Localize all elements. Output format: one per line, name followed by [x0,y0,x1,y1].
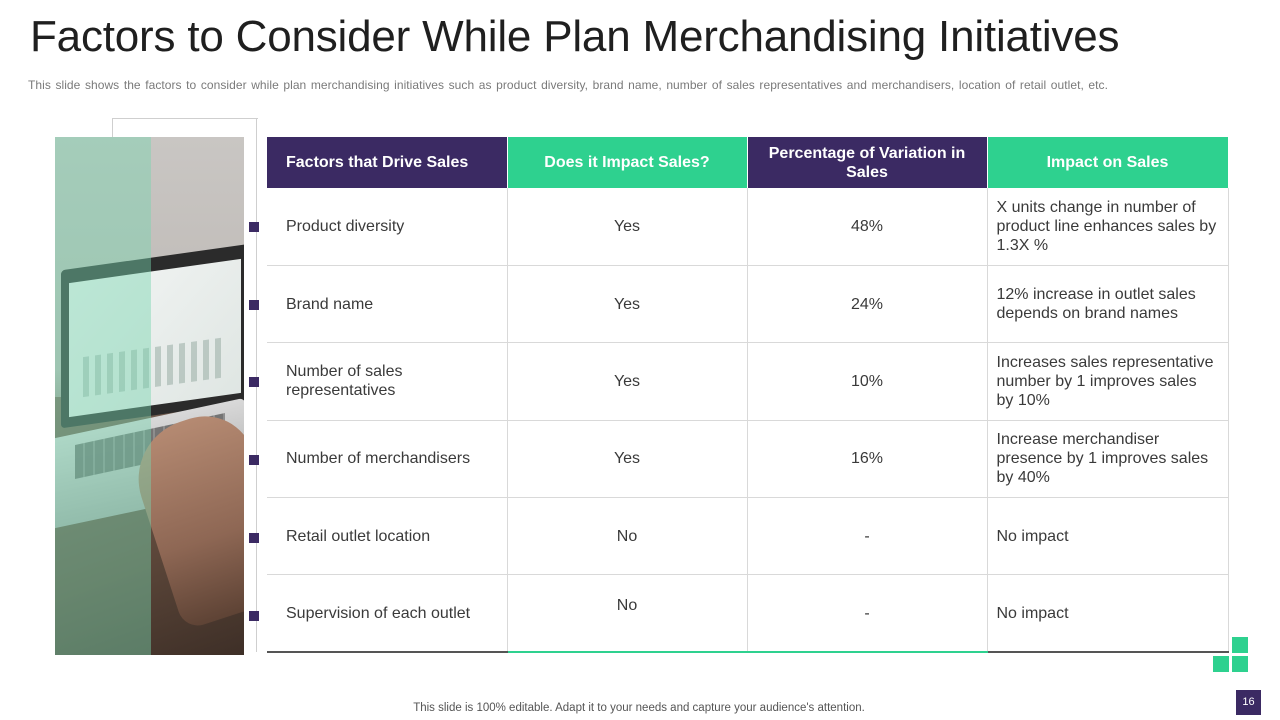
laptop-work-photo [55,137,244,655]
header-impact-question: Does it Impact Sales? [507,137,748,188]
header-variation-percentage: Percentage of Variation in Sales [747,137,988,188]
row-marker [249,300,259,310]
percentage-cell: 10% [747,342,988,421]
percentage-cell: 16% [747,420,988,499]
row-marker [249,611,259,621]
row-marker [249,455,259,465]
impact-cell: Yes [507,342,748,421]
factor-cell: Number of merchandisers [267,420,508,499]
table-row: Brand name Yes 24% 12% increase in outle… [267,265,1229,344]
corner-square-decoration [1232,637,1248,653]
impact-cell: No [507,574,748,654]
corner-square-decoration [1232,656,1248,672]
factors-table: Factors that Drive Sales Does it Impact … [267,137,1229,654]
table-row: Number of merchandisers Yes 16% Increase… [267,420,1229,499]
header-factors: Factors that Drive Sales [267,137,508,188]
impact-description-cell: No impact [987,497,1229,576]
percentage-cell: - [747,574,988,654]
percentage-cell: 24% [747,265,988,344]
footer-note: This slide is 100% editable. Adapt it to… [413,702,865,714]
impact-cell: Yes [507,420,748,499]
page-number-badge: 16 [1236,690,1261,715]
row-marker [249,533,259,543]
table-row: Product diversity Yes 48% X units change… [267,188,1229,266]
impact-description-cell: Increase merchandiser presence by 1 impr… [987,420,1229,499]
header-impact-on-sales: Impact on Sales [987,137,1229,188]
page-title: Factors to Consider While Plan Merchandi… [30,12,1120,61]
factor-cell: Brand name [267,265,508,344]
table-row: Supervision of each outlet No - No impac… [267,574,1229,654]
percentage-cell: 48% [747,188,988,266]
impact-cell: No [507,497,748,576]
factor-cell: Number of sales representatives [267,342,508,421]
row-marker [249,377,259,387]
impact-description-cell: Increases sales representative number by… [987,342,1229,421]
green-photo-overlay [55,137,151,655]
impact-description-cell: No impact [987,574,1229,654]
row-marker [249,222,259,232]
impact-description-cell: X units change in number of product line… [987,188,1229,266]
impact-description-cell: 12% increase in outlet sales depends on … [987,265,1229,344]
factor-cell: Supervision of each outlet [267,574,508,654]
table-row: Retail outlet location No - No impact [267,497,1229,576]
table-row: Number of sales representatives Yes 10% … [267,342,1229,421]
factor-cell: Retail outlet location [267,497,508,576]
table-header-row: Factors that Drive Sales Does it Impact … [267,137,1229,188]
impact-cell: Yes [507,188,748,266]
percentage-cell: - [747,497,988,576]
page-subtitle: This slide shows the factors to consider… [28,78,1108,92]
factor-cell: Product diversity [267,188,508,266]
impact-cell: Yes [507,265,748,344]
corner-square-decoration [1213,656,1229,672]
